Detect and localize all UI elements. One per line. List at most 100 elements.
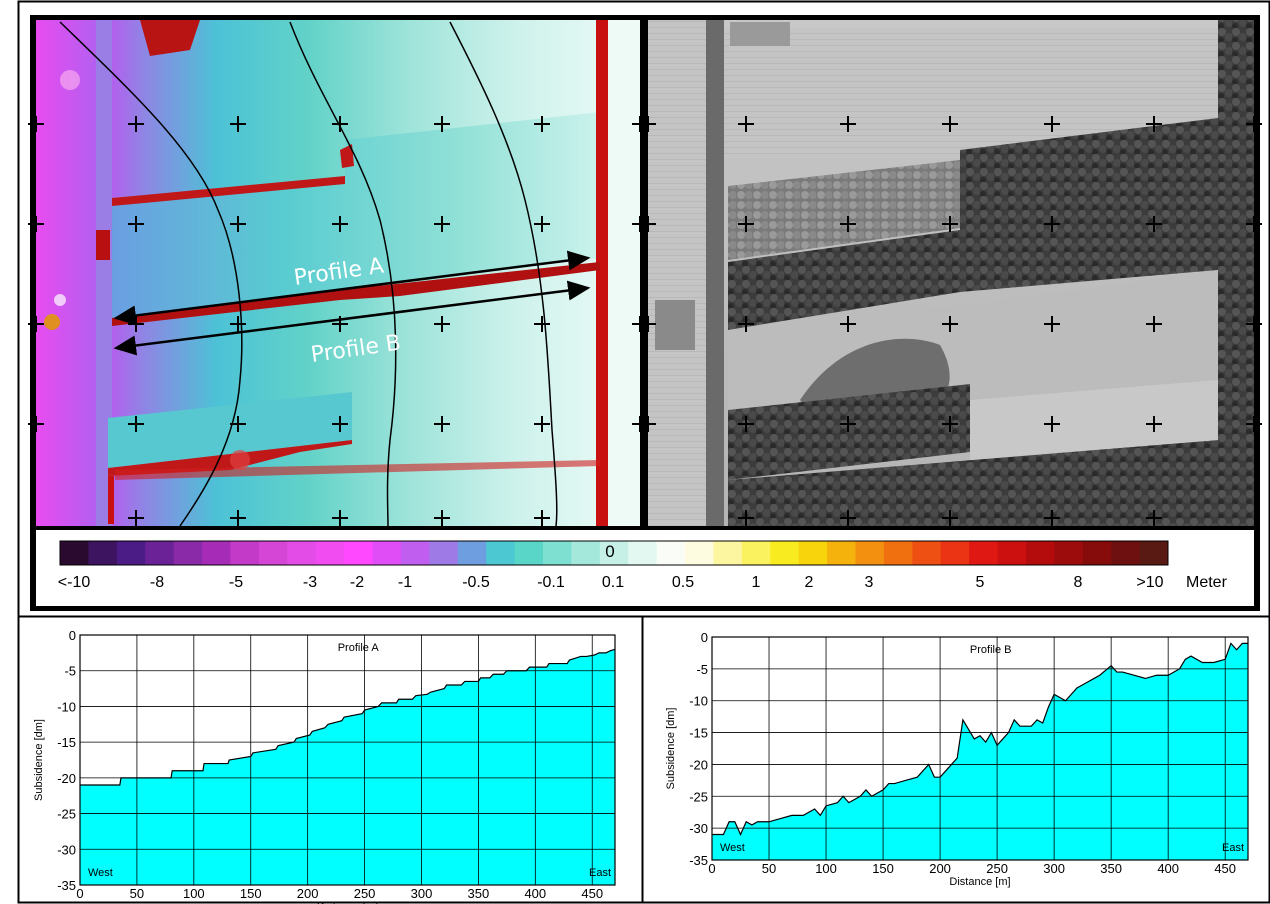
colorbar-tick-label: <-10 <box>58 574 91 591</box>
colorbar-tick-label: 3 <box>865 574 874 591</box>
colorbar-swatch <box>1082 541 1112 565</box>
subsidence-line <box>712 642 1248 836</box>
west-annotation: West <box>720 842 745 854</box>
colorbar: 0 <-10 -8 -5 -3 -2 -1 -0.5 -0.1 0.1 0.5 1 2 3 5 8 >10 M… <box>36 530 1254 606</box>
subsidence-line <box>80 648 616 786</box>
photo-grid-cross <box>840 316 856 332</box>
x-axis-title: Distance [m] <box>949 876 1010 888</box>
colorbar-swatch <box>344 541 374 565</box>
colorbar-swatch <box>287 541 317 565</box>
profile-b-chart: 0 50 100 150 200 250 300 350 400 450 0 -5 -10 -15 -20 -… <box>665 630 1249 888</box>
x-tick-label: 100 <box>183 886 205 901</box>
photo-grid-cross <box>1146 216 1162 232</box>
colorbar-swatch <box>202 541 231 565</box>
y-tick-label: -20 <box>57 771 76 786</box>
chart-title: Profile B <box>970 644 1012 656</box>
x-tick-label: 300 <box>1043 861 1065 876</box>
photo-grid-cross <box>1246 216 1262 232</box>
y-tick-label: -25 <box>57 807 76 822</box>
y-axis-title: Subsidence [dm] <box>33 719 45 801</box>
photo-grid-cross <box>1246 416 1262 432</box>
map-grid-cross <box>332 316 348 332</box>
map-grid-cross <box>230 416 246 432</box>
photo-grid-cross <box>840 216 856 232</box>
colorbar-swatch <box>798 541 828 565</box>
map-grid-cross <box>434 416 450 432</box>
colorbar-tick-label: -5 <box>229 574 243 591</box>
photo-grid-cross <box>738 416 754 432</box>
map-grid-cross <box>534 416 550 432</box>
colorbar-swatch <box>599 541 629 565</box>
west-annotation: West <box>88 867 113 879</box>
x-tick-label: 0 <box>708 861 715 876</box>
photo-grid-cross <box>1146 116 1162 132</box>
photo-grid-cross <box>738 116 754 132</box>
colorbar-swatch <box>116 541 146 565</box>
colorbar-swatch <box>258 541 288 565</box>
colorbar-swatch <box>429 541 459 565</box>
colorbar-swatch <box>827 541 856 565</box>
x-axis-title: Distance [m] <box>317 901 378 904</box>
photo-grid-cross <box>942 216 958 232</box>
colorbar-swatch <box>741 541 771 565</box>
colorbar-tick-label: -2 <box>350 574 364 591</box>
colorbar-swatch <box>656 541 686 565</box>
colorbar-swatch <box>1111 541 1141 565</box>
y-tick-label: -35 <box>57 878 76 893</box>
map-grid-cross <box>128 116 144 132</box>
subsidence-area <box>712 643 1248 860</box>
colorbar-tick-label: -0.5 <box>462 574 490 591</box>
photo-grid-cross <box>1146 510 1162 526</box>
map-grid-cross <box>230 116 246 132</box>
colorbar-swatch <box>571 541 601 565</box>
map-grid-cross <box>230 510 246 526</box>
x-tick-label: 250 <box>986 861 1008 876</box>
photo-grid-cross <box>1246 316 1262 332</box>
x-tick-label: 400 <box>524 886 546 901</box>
photo-grid-cross <box>1146 316 1162 332</box>
colorbar-swatch <box>400 541 430 565</box>
colorbar-swatch <box>457 541 487 565</box>
colorbar-swatch <box>88 541 118 565</box>
x-tick-label: 200 <box>929 861 951 876</box>
colorbar-tick-label: 2 <box>805 574 814 591</box>
photo-grid-cross <box>942 116 958 132</box>
photo-grid-cross <box>1044 216 1060 232</box>
colorbar-tick-label: >10 <box>1136 574 1163 591</box>
y-tick-label: -20 <box>689 757 708 772</box>
photo-grid-cross <box>1146 416 1162 432</box>
colorbar-swatch <box>1025 541 1055 565</box>
photo-grid-cross <box>840 116 856 132</box>
x-tick-label: 200 <box>297 886 319 901</box>
colorbar-swatch <box>514 541 544 565</box>
colorbar-swatch <box>372 541 402 565</box>
colorbar-swatch <box>912 541 942 565</box>
map-grid-cross <box>534 510 550 526</box>
map-grid-cross <box>534 316 550 332</box>
subsidence-area <box>80 649 615 885</box>
y-tick-label: -5 <box>64 664 76 679</box>
photo-grid-cross <box>1044 510 1060 526</box>
map-grid-cross <box>128 510 144 526</box>
photo-grid-cross <box>840 510 856 526</box>
colorbar-swatch <box>940 541 970 565</box>
map-grid-cross <box>128 216 144 232</box>
colorbar-swatch <box>969 541 999 565</box>
x-tick-label: 350 <box>1100 861 1122 876</box>
colorbar-swatch <box>1139 541 1169 565</box>
photo-grid-cross <box>640 316 656 332</box>
y-tick-label: 0 <box>69 628 76 643</box>
colorbar-swatch <box>173 541 203 565</box>
map-grid-cross <box>28 416 44 432</box>
map-grid-cross <box>28 316 44 332</box>
colorbar-swatch <box>883 541 913 565</box>
aerial-photo <box>648 20 1254 526</box>
colorbar-tick-label: 0.5 <box>672 574 694 591</box>
photo-grid-cross <box>942 316 958 332</box>
y-tick-label: -5 <box>696 662 708 677</box>
colorbar-swatch <box>1054 541 1084 565</box>
photo-grid-cross <box>738 510 754 526</box>
colorbar-tick-label: -3 <box>303 574 317 591</box>
map-grid-cross <box>28 116 44 132</box>
x-tick-label: 350 <box>468 886 490 901</box>
